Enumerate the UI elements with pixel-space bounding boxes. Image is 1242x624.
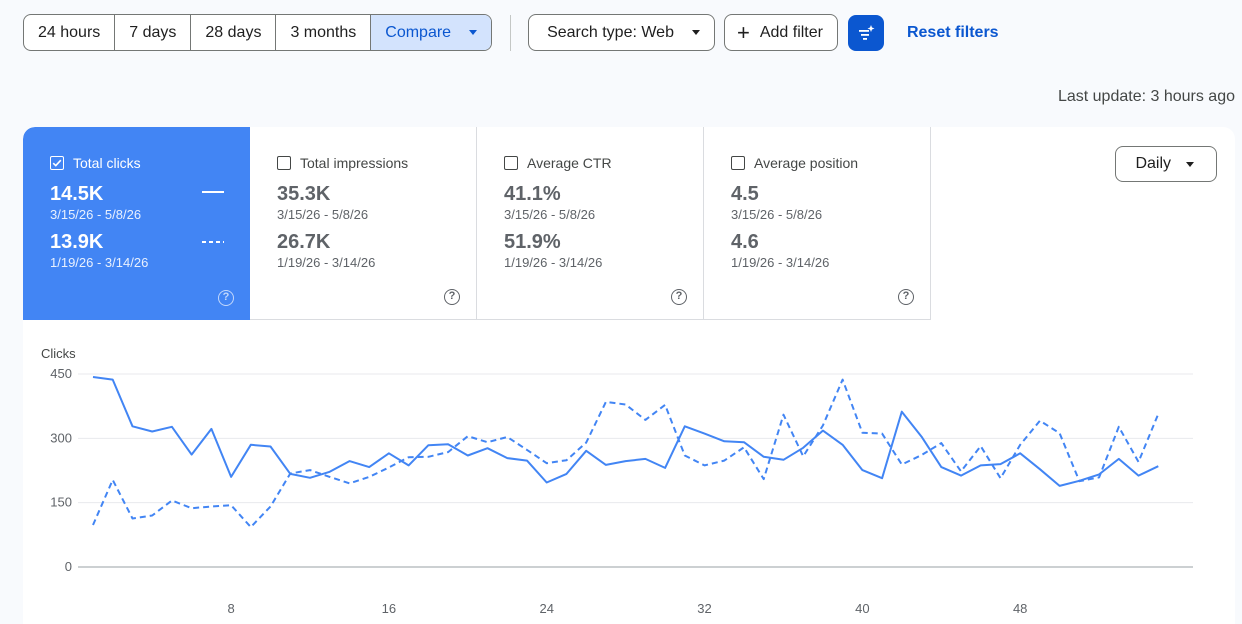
metric-name: Total clicks — [73, 155, 141, 171]
chevron-down-icon — [1186, 161, 1194, 167]
metric-tab-total-clicks[interactable]: Total clicks 14.5K 3/15/26 - 5/8/26 13.9… — [23, 127, 250, 320]
metric-previous-range: 1/19/26 - 3/14/26 — [50, 255, 149, 270]
metric-previous-value: 51.9% — [504, 231, 561, 253]
last-update-text: Last update: 3 hours ago — [1057, 88, 1235, 105]
metric-tab-average-position[interactable]: Average position 4.5 3/15/26 - 5/8/26 4.… — [704, 127, 931, 320]
help-icon[interactable]: ? — [898, 289, 914, 305]
compare-label: Compare — [385, 23, 452, 41]
x-tick-label: 24 — [539, 601, 553, 616]
granularity-dropdown[interactable]: Daily — [1115, 146, 1217, 182]
granularity-label: Daily — [1135, 155, 1171, 172]
metric-name: Average CTR — [527, 155, 612, 171]
checkbox-checked-icon[interactable] — [50, 156, 64, 170]
help-icon[interactable]: ? — [671, 289, 687, 305]
metric-current-range: 3/15/26 - 5/8/26 — [277, 207, 369, 222]
metric-name: Total impressions — [300, 155, 409, 171]
range-3-months-button[interactable]: 3 months — [276, 15, 372, 50]
smart-filter-button[interactable] — [847, 14, 884, 51]
series-line-previous — [92, 378, 1160, 529]
reset-filters-link[interactable]: Reset filters — [906, 23, 999, 41]
metric-previous-range: 1/19/26 - 3/14/26 — [277, 255, 376, 270]
search-type-dropdown[interactable]: Search type: Web — [528, 14, 715, 51]
metric-label: Average CTR — [504, 155, 703, 171]
sparkle-filter-icon — [858, 24, 875, 40]
metric-label: Average position — [731, 155, 930, 171]
checkbox-icon[interactable] — [277, 156, 291, 170]
y-tick-label: 150 — [50, 495, 72, 510]
add-filter-button[interactable]: + Add filter — [723, 14, 838, 51]
x-tick-label: 40 — [855, 601, 869, 616]
metric-previous-value: 4.6 — [731, 231, 759, 253]
help-icon[interactable]: ? — [218, 290, 234, 306]
clicks-line-chart: Clicks 0 150 300 450 8 16 24 32 40 48 — [41, 346, 1193, 616]
metric-name: Average position — [754, 155, 859, 171]
performance-card: Total clicks 14.5K 3/15/26 - 5/8/26 13.9… — [23, 127, 1235, 624]
metric-current-range: 3/15/26 - 5/8/26 — [50, 207, 142, 222]
metric-current-value: 35.3K — [277, 183, 331, 205]
help-icon[interactable]: ? — [444, 289, 460, 305]
chevron-down-icon — [469, 30, 478, 35]
x-tick-label: 48 — [1013, 601, 1027, 616]
date-range-selector: 24 hours 7 days 28 days 3 months Compare — [23, 14, 493, 51]
range-7-days-button[interactable]: 7 days — [115, 15, 192, 50]
metric-previous-range: 1/19/26 - 3/14/26 — [731, 255, 830, 270]
metric-previous-value: 26.7K — [277, 231, 331, 253]
x-tick-label: 8 — [227, 601, 234, 616]
metric-current-value: 14.5K — [50, 183, 104, 205]
search-type-label: Search type: Web — [547, 23, 674, 41]
legend-solid-line-icon — [202, 191, 224, 193]
metric-tab-average-ctr[interactable]: Average CTR 41.1% 3/15/26 - 5/8/26 51.9%… — [477, 127, 704, 320]
y-tick-label: 450 — [50, 366, 72, 381]
x-tick-label: 32 — [697, 601, 711, 616]
plus-icon: + — [736, 19, 750, 45]
chevron-down-icon — [691, 30, 700, 35]
add-filter-label: Add filter — [759, 23, 823, 41]
y-tick-label: 300 — [50, 430, 72, 445]
x-tick-label: 16 — [382, 601, 396, 616]
metric-current-range: 3/15/26 - 5/8/26 — [731, 207, 823, 222]
metric-label: Total clicks — [50, 155, 250, 171]
metric-current-value: 41.1% — [504, 183, 561, 205]
series-line-current — [92, 376, 1159, 487]
checkbox-icon[interactable] — [504, 156, 518, 170]
metric-label: Total impressions — [277, 155, 476, 171]
metric-current-value: 4.5 — [731, 183, 759, 205]
range-28-days-button[interactable]: 28 days — [191, 15, 277, 50]
legend-dashed-line-icon — [202, 241, 224, 243]
range-24-hours-button[interactable]: 24 hours — [24, 15, 116, 50]
y-axis-label: Clicks — [41, 346, 76, 361]
metric-previous-range: 1/19/26 - 3/14/26 — [504, 255, 603, 270]
checkbox-icon[interactable] — [731, 156, 745, 170]
metric-tab-total-impressions[interactable]: Total impressions 35.3K 3/15/26 - 5/8/26… — [250, 127, 477, 320]
compare-dropdown[interactable]: Compare — [371, 15, 492, 50]
toolbar: 24 hours 7 days 28 days 3 months Compare… — [23, 14, 999, 51]
metric-current-range: 3/15/26 - 5/8/26 — [504, 207, 596, 222]
metric-previous-value: 13.9K — [50, 231, 104, 253]
toolbar-divider — [510, 14, 512, 51]
y-tick-label: 0 — [65, 559, 72, 574]
